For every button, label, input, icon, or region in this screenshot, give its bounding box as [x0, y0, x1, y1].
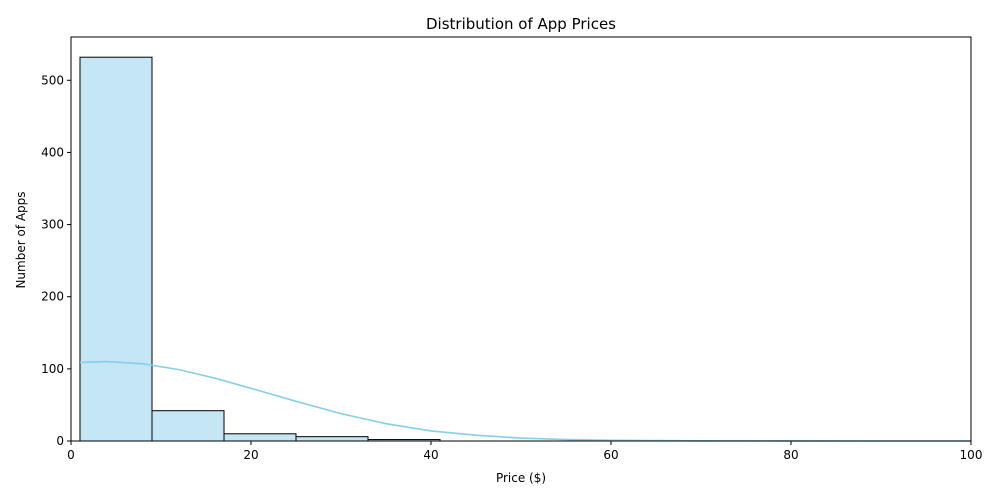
histogram-bar — [79, 56, 153, 442]
histogram-bar — [151, 410, 225, 442]
x-tick-label: 60 — [603, 448, 618, 462]
y-axis: 0 100 200 300 400 500 — [41, 73, 71, 448]
y-tick-label: 300 — [41, 218, 64, 232]
y-tick-label: 0 — [56, 434, 64, 448]
x-tick-label: 0 — [67, 448, 75, 462]
plot-area-frame — [70, 36, 972, 442]
histogram-bars — [79, 56, 441, 442]
histogram-bar — [295, 436, 369, 442]
x-tick-label: 20 — [243, 448, 258, 462]
x-tick-label: 80 — [783, 448, 798, 462]
histogram-bar — [223, 433, 297, 442]
y-tick-label: 500 — [41, 73, 64, 87]
y-axis-label: Number of Apps — [14, 191, 28, 288]
chart-title: Distribution of App Prices — [426, 15, 616, 33]
x-axis: 0 20 40 60 80 100 — [67, 441, 982, 462]
x-axis-label: Price ($) — [496, 471, 546, 485]
x-tick-label: 40 — [423, 448, 438, 462]
x-tick-label: 100 — [960, 448, 983, 462]
y-tick-label: 200 — [41, 290, 64, 304]
y-tick-label: 400 — [41, 145, 64, 159]
y-tick-label: 100 — [41, 362, 64, 376]
